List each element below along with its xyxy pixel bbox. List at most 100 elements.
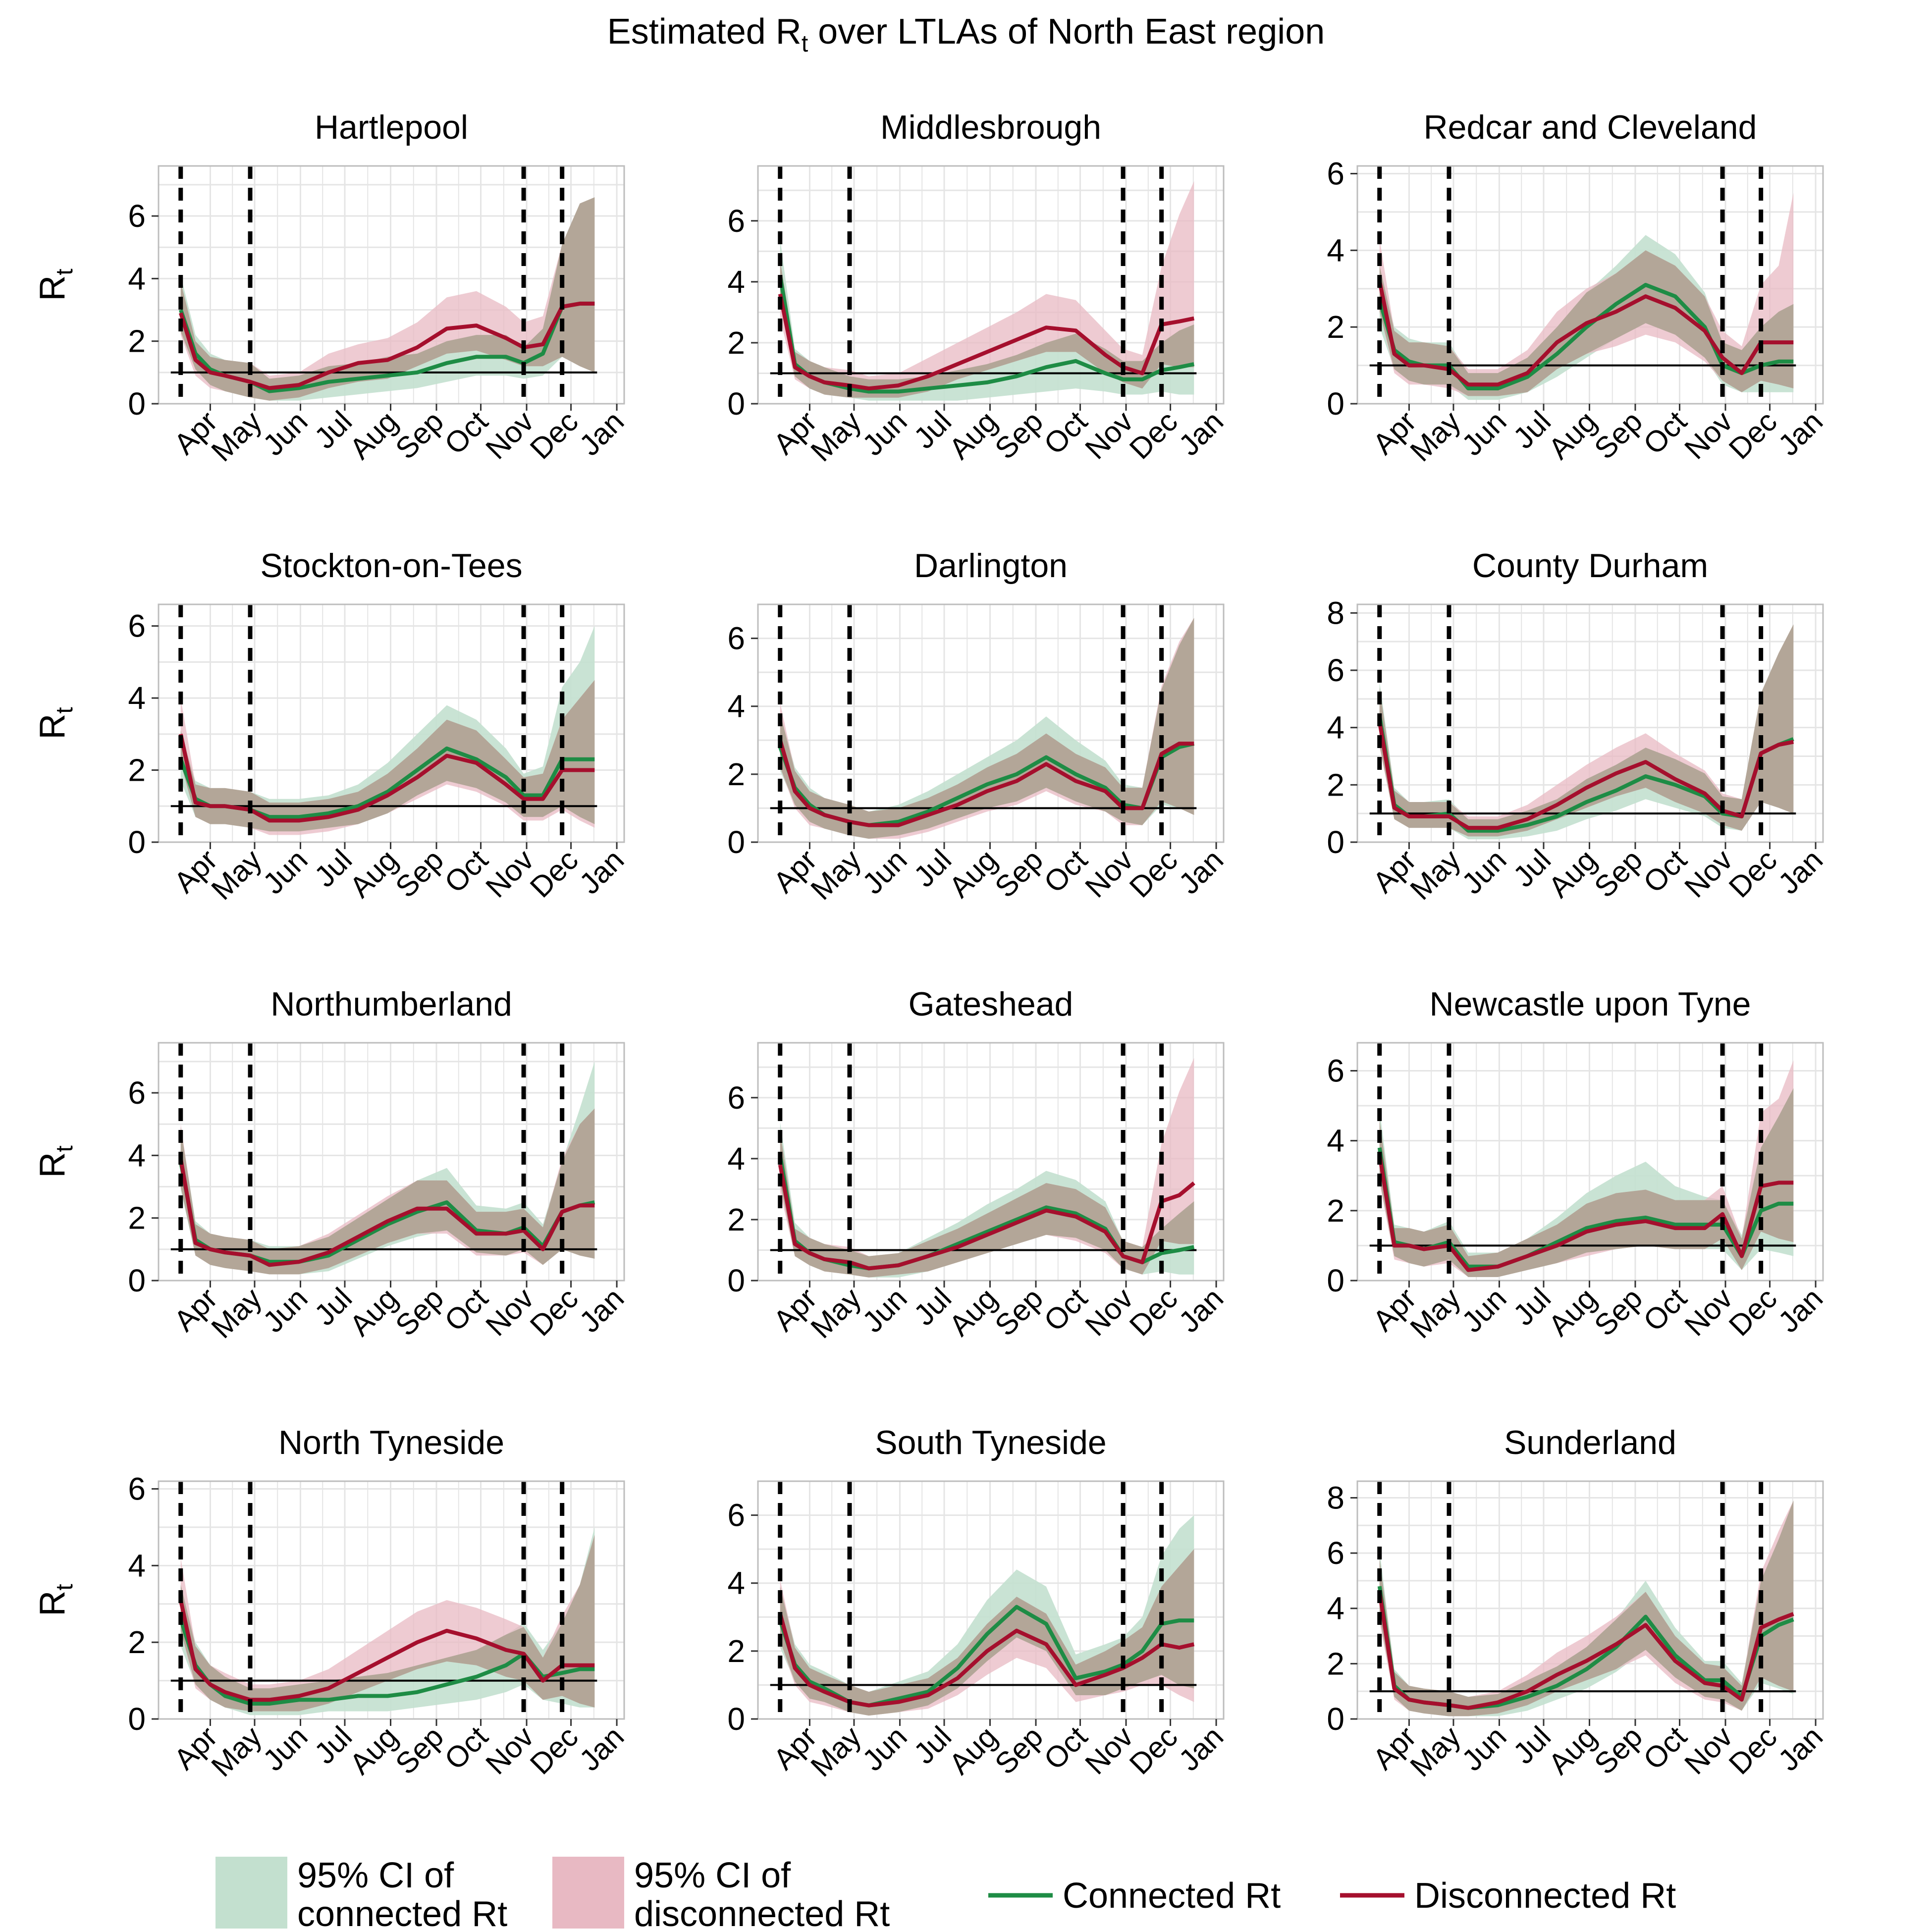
plot-area [170, 1527, 597, 1716]
disconnected-rt-line [1377, 1154, 1794, 1272]
plot-area [1369, 1060, 1796, 1277]
y-tick-label: 6 [128, 1075, 146, 1111]
panel-hartlepool: Hartlepool0246AprMayJunJulAugSepOctNovDe… [33, 108, 630, 468]
y-axis-label: Rt [33, 1145, 78, 1178]
disconnected-rt-line [178, 733, 595, 823]
plot-area [1369, 624, 1796, 840]
y-axis-label: Rt [33, 707, 78, 739]
y-tick-label: 0 [1327, 824, 1344, 860]
x-tick-label: Jun [856, 1720, 913, 1777]
y-tick-label: 6 [1327, 156, 1344, 191]
x-tick-label: Oct [1037, 843, 1094, 900]
x-tick-label: Jan [1172, 1720, 1230, 1777]
panel-title: South Tyneside [875, 1424, 1107, 1461]
plot-area [1369, 193, 1796, 400]
disconnected-rt-line [778, 1164, 1195, 1271]
y-axis-label-main: R [33, 1152, 72, 1178]
y-tick-label: 6 [1327, 1053, 1344, 1088]
legend-disconnected-ci-label-line1: 95% CI of [634, 1856, 791, 1895]
x-tick-label: Aug [943, 1720, 1004, 1781]
y-tick-label: 0 [128, 824, 146, 860]
y-tick-label: 4 [128, 680, 146, 716]
y-tick-label: 2 [128, 1200, 146, 1236]
disconnected-rt-line [178, 301, 595, 390]
panel-grid: Hartlepool0246AprMayJunJulAugSepOctNovDe… [33, 108, 1829, 1783]
x-tick-label: Jan [573, 843, 630, 901]
y-tick-label: 2 [1327, 767, 1344, 803]
x-tick-label: Aug [343, 405, 404, 466]
y-tick-label: 4 [1327, 232, 1344, 268]
panel-redcar-and-cleveland: Redcar and Cleveland0246AprMayJunJulAugS… [1327, 108, 1829, 468]
x-tick-label: Jun [1455, 1720, 1513, 1777]
y-axis-label: Rt [33, 268, 78, 301]
x-tick-label: Aug [943, 1282, 1004, 1342]
x-tick-label: Aug [943, 405, 1004, 466]
y-tick-label: 6 [1327, 652, 1344, 688]
y-tick-label: 6 [1327, 1535, 1344, 1571]
x-tick-label: Aug [943, 843, 1004, 904]
ci-overlap-band [180, 680, 595, 832]
figure-title: Estimated Rt over LTLAs of North East re… [607, 12, 1325, 57]
y-tick-label: 0 [1327, 1263, 1344, 1298]
plot-area [170, 197, 597, 401]
x-tick-label: Oct [1037, 1282, 1094, 1338]
panel-title: Middlesbrough [880, 108, 1101, 146]
plot-area [170, 626, 597, 835]
x-tick-label: Dec [1123, 1282, 1184, 1342]
disconnected-ci-band [180, 680, 595, 835]
x-tick-label: Dec [1123, 1720, 1184, 1781]
disconnected-rt-line [178, 1158, 595, 1267]
y-tick-label: 2 [727, 325, 745, 361]
y-tick-label: 2 [727, 756, 745, 792]
ci-overlap-band [1379, 624, 1794, 837]
ci-overlap-band [1379, 1088, 1794, 1277]
x-tick-label: Dec [524, 1282, 585, 1342]
plot-area [770, 1515, 1197, 1716]
x-tick-label: Oct [1637, 405, 1693, 461]
x-tick-label: Jan [1771, 843, 1829, 901]
plot-area [770, 1058, 1197, 1278]
y-tick-label: 0 [128, 1263, 146, 1298]
x-tick-label: Aug [343, 1282, 404, 1342]
y-tick-label: 0 [727, 824, 745, 860]
x-tick-label: Dec [524, 405, 585, 466]
x-tick-label: Jun [1455, 405, 1513, 462]
y-tick-label: 0 [1327, 386, 1344, 422]
x-tick-label: Oct [438, 1282, 494, 1338]
x-tick-label: Jan [1771, 405, 1829, 462]
y-tick-label: 4 [128, 1548, 146, 1583]
y-tick-label: 6 [128, 608, 146, 644]
panel-stockton-on-tees: Stockton-on-Tees0246AprMayJunJulAugSepOc… [33, 547, 630, 906]
x-tick-label: Dec [1123, 405, 1184, 466]
y-tick-label: 6 [128, 198, 146, 234]
x-tick-label: Jun [856, 405, 913, 462]
disconnected-rt-line [1377, 1591, 1794, 1710]
x-tick-label: Jan [1172, 405, 1230, 462]
y-tick-label: 2 [128, 323, 146, 359]
x-tick-label: Jan [1771, 1282, 1829, 1339]
y-axis-label-sub: t [52, 268, 78, 275]
plot-area [170, 1061, 597, 1275]
y-tick-label: 4 [1327, 1591, 1344, 1626]
panel-title: Gateshead [909, 985, 1073, 1023]
legend-disconnected-ci-label-line2: disconnected Rt [634, 1894, 890, 1932]
x-tick-label: Oct [1037, 405, 1094, 461]
connected-rt-line [778, 1605, 1194, 1708]
y-axis-label-sub: t [52, 1145, 78, 1152]
x-tick-label: Oct [438, 405, 494, 461]
connected-rt-line [178, 1618, 595, 1706]
y-tick-label: 6 [727, 203, 745, 239]
x-tick-label: Dec [524, 1720, 585, 1781]
panel-title: Newcastle upon Tyne [1430, 985, 1751, 1023]
y-axis-label-sub: t [52, 707, 78, 713]
ci-overlap-band [180, 1535, 595, 1712]
y-axis-label: Rt [33, 1584, 78, 1616]
panel-south-tyneside: South Tyneside0246AprMayJunJulAugSepOctN… [727, 1424, 1230, 1783]
y-tick-label: 6 [727, 621, 745, 656]
disconnected-rt-line [778, 293, 1195, 391]
ci-overlap-band [780, 618, 1194, 839]
y-tick-label: 4 [1327, 710, 1344, 746]
legend-connected-ci-label-line1: 95% CI of [297, 1856, 454, 1895]
